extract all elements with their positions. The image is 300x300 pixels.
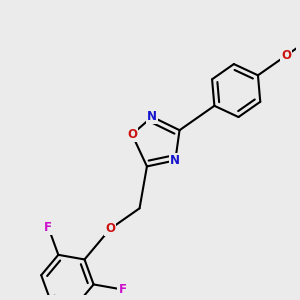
Text: O: O	[281, 49, 291, 62]
Text: F: F	[118, 283, 126, 296]
Text: N: N	[147, 110, 157, 123]
Text: O: O	[127, 128, 137, 141]
Text: F: F	[44, 221, 52, 234]
Text: O: O	[105, 222, 115, 236]
Text: N: N	[170, 154, 180, 167]
